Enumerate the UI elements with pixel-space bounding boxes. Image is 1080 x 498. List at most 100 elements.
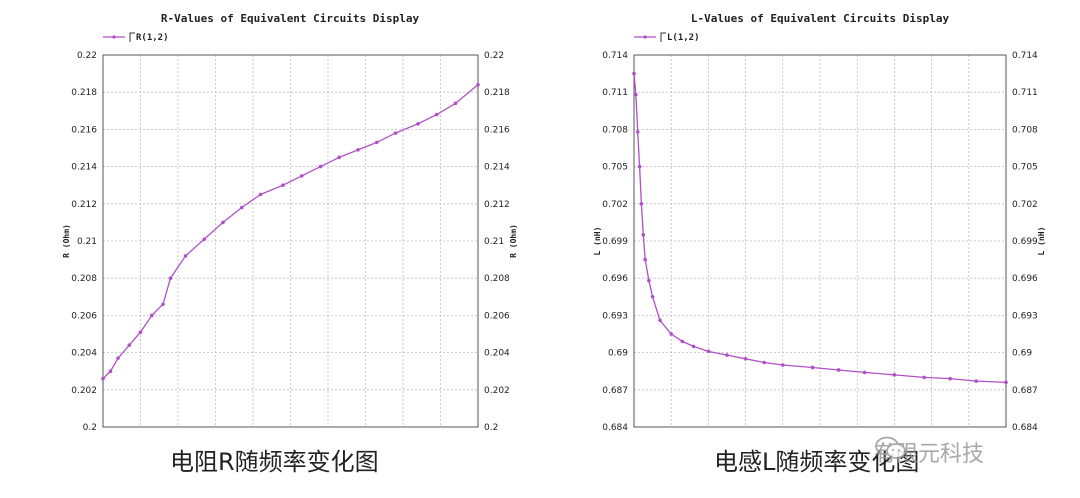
- l-ytick-left: 0.702: [602, 200, 628, 210]
- l-chart-title: L-Values of Equivalent Circuits Display: [691, 12, 950, 25]
- l-data-point: [836, 368, 841, 372]
- r-ytick-left: 0.204: [71, 349, 97, 359]
- r-data-point: [337, 155, 342, 160]
- l-legend: L(1,2): [634, 32, 700, 43]
- r-chart-title: R-Values of Equivalent Circuits Display: [161, 12, 420, 25]
- l-data-point: [634, 92, 638, 97]
- l-data-point: [762, 360, 766, 365]
- r-ytick-right: 0.218: [484, 88, 510, 98]
- l-data-point: [643, 257, 647, 262]
- l-ytick-left: 0.708: [602, 125, 628, 135]
- r-data-point: [239, 205, 244, 210]
- l-data-point: [680, 339, 685, 344]
- l-ylabel-right: L (nH): [1037, 227, 1046, 256]
- r-data-point: [416, 122, 420, 126]
- r-ytick-left: 0.218: [71, 88, 97, 98]
- l-data-point: [658, 318, 662, 323]
- r-grid: [103, 55, 478, 427]
- r-legend-marker: [112, 35, 116, 39]
- r-data-point: [202, 237, 207, 241]
- r-data-point: [161, 302, 165, 307]
- r-data-point: [116, 356, 120, 360]
- l-chart-panel: L-Values of Equivalent Circuits Display L…: [540, 0, 1080, 498]
- r-data-point: [168, 276, 173, 281]
- r-ytick-right: 0.212: [484, 200, 510, 210]
- watermark: 有限元科技: [874, 436, 984, 468]
- l-data-point: [1004, 380, 1008, 385]
- r-chart-caption: 电阻R随频率变化图: [170, 448, 379, 476]
- r-data-point: [356, 148, 360, 152]
- l-data-point: [892, 373, 897, 377]
- r-ytick-right: 0.21: [484, 237, 504, 247]
- r-ytick-right: 0.216: [484, 125, 510, 135]
- r-ytick-right: 0.202: [484, 386, 510, 396]
- r-legend-label: R(1,2): [136, 33, 169, 43]
- r-legend: R(1,2): [103, 32, 169, 43]
- l-data-point: [948, 376, 952, 381]
- l-ytick-left: 0.69: [608, 349, 628, 359]
- r-ytick-right: 0.206: [484, 311, 510, 321]
- l-data-point: [810, 365, 815, 370]
- l-data-point: [669, 332, 673, 336]
- l-ytick-left: 0.711: [602, 88, 628, 98]
- l-ytick-left: 0.693: [602, 311, 628, 321]
- r-ytick-right: 0.214: [484, 163, 510, 173]
- l-chart-caption: 电感L随频率变化图: [714, 448, 920, 476]
- r-series-line: [102, 84, 479, 380]
- l-ylabel-left: L (nH): [593, 227, 602, 256]
- r-ytick-right: 0.22: [484, 51, 504, 61]
- r-ytick-left: 0.21: [77, 237, 97, 247]
- l-data-point: [635, 130, 640, 134]
- r-plot-frame: [102, 54, 479, 428]
- l-data-point: [637, 164, 642, 169]
- r-legend-bracket: [129, 32, 135, 42]
- l-ytick-right: 0.687: [1012, 386, 1038, 396]
- l-ytick-left: 0.705: [602, 163, 628, 173]
- l-ytick-right: 0.69: [1012, 349, 1032, 359]
- r-chart-panel: R-Values of Equivalent Circuits Display R…: [62, 12, 518, 476]
- l-ytick-left: 0.696: [602, 274, 628, 284]
- l-ytick-right: 0.705: [1012, 163, 1038, 173]
- l-data-point: [641, 233, 646, 237]
- r-data-point: [258, 192, 263, 197]
- r-ytick-left: 0.208: [71, 274, 97, 284]
- l-ytick-left: 0.699: [602, 237, 628, 247]
- l-legend-bracket: [660, 32, 666, 42]
- l-legend-label: L(1,2): [667, 33, 700, 43]
- r-data-point: [453, 101, 458, 106]
- l-data-point: [725, 353, 729, 357]
- r-ylabel-left: R (Ohm): [62, 224, 71, 258]
- l-ytick-right: 0.684: [1012, 423, 1038, 433]
- l-ytick-right: 0.714: [1012, 51, 1038, 61]
- l-ytick-right: 0.702: [1012, 200, 1038, 210]
- r-ylabel-right: R (Ohm): [509, 224, 518, 258]
- l-ytick-right: 0.699: [1012, 237, 1038, 247]
- l-data-point: [781, 363, 785, 367]
- r-ytick-left: 0.2: [83, 423, 97, 433]
- r-data-point: [221, 220, 225, 225]
- r-ytick-right: 0.208: [484, 274, 510, 284]
- l-data-point: [691, 344, 696, 349]
- l-series-line: [633, 73, 1007, 384]
- r-data-point: [127, 343, 132, 347]
- l-ytick-right: 0.693: [1012, 311, 1038, 321]
- r-ytick-left: 0.214: [71, 163, 97, 173]
- r-ytick-left: 0.212: [71, 200, 97, 210]
- r-ytick-left: 0.202: [71, 386, 97, 396]
- r-ytick-right: 0.204: [484, 349, 510, 359]
- l-data-point: [922, 375, 926, 380]
- l-legend-marker: [643, 35, 647, 39]
- l-ytick-left: 0.687: [602, 386, 628, 396]
- r-ytick-left: 0.216: [71, 125, 97, 135]
- l-data-point: [639, 202, 644, 206]
- l-ytick-left: 0.684: [602, 423, 628, 433]
- r-data-point: [393, 131, 398, 135]
- l-data-point: [862, 370, 867, 375]
- l-ytick-right: 0.708: [1012, 125, 1038, 135]
- l-ytick-right: 0.711: [1012, 88, 1038, 98]
- r-data-point: [434, 112, 439, 117]
- r-data-point: [299, 174, 304, 178]
- l-data-point: [706, 349, 711, 354]
- l-ytick-left: 0.714: [602, 51, 628, 61]
- l-plot-frame: [633, 54, 1007, 428]
